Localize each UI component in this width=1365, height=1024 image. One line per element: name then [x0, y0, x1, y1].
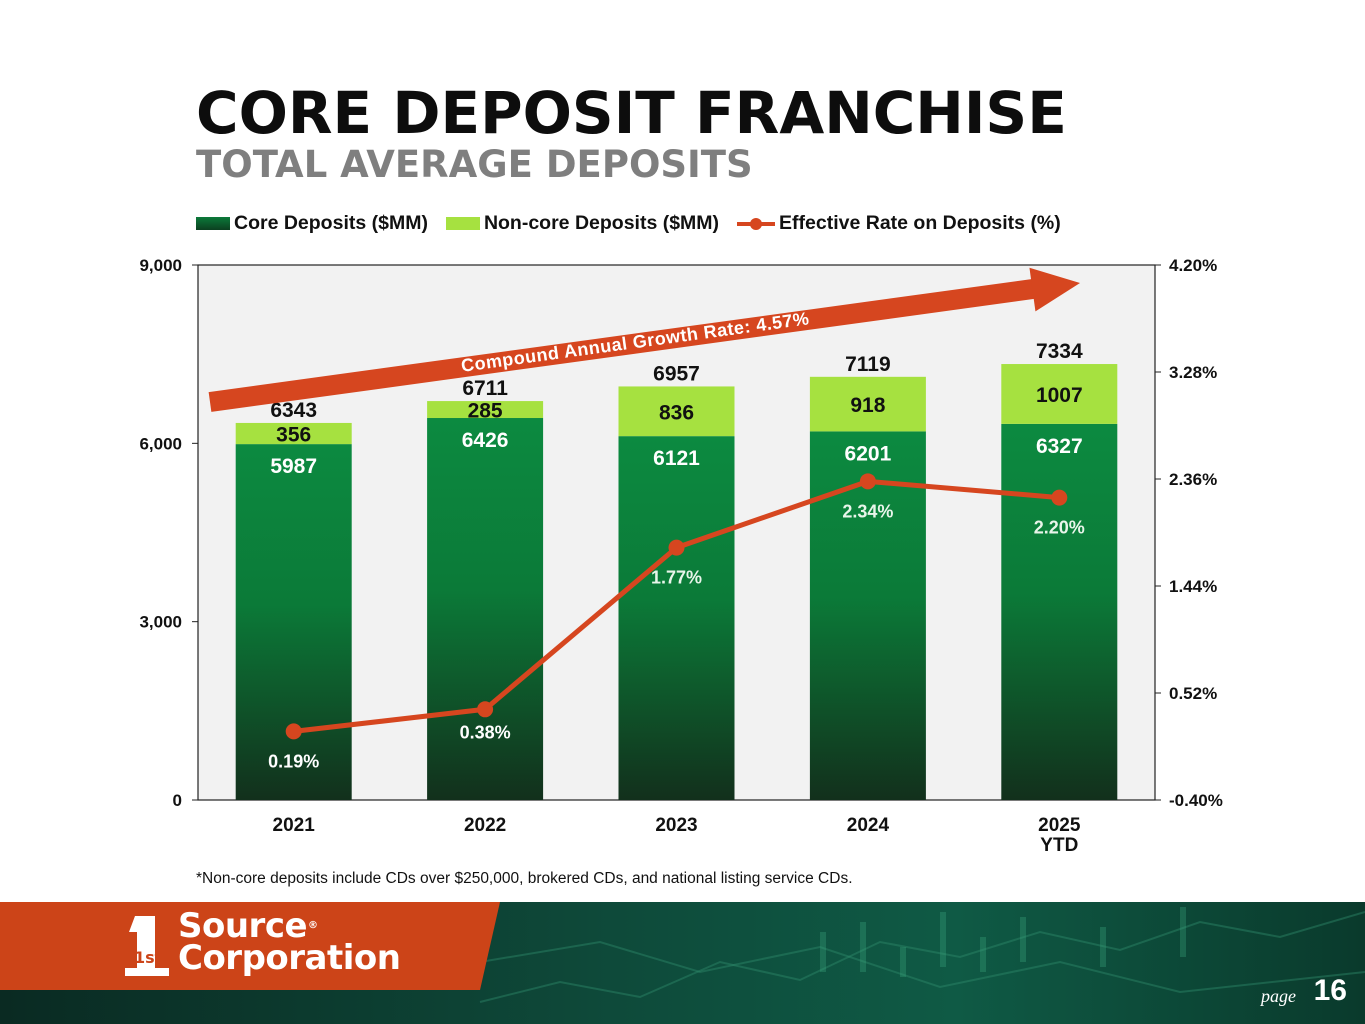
legend-item-noncore: Non-core Deposits ($MM): [445, 212, 720, 235]
legend-item-core: Core Deposits ($MM): [196, 212, 428, 235]
data-label-total: 6957: [653, 362, 700, 385]
deposits-chart: 0 3,000 6,000 9,000 -0.40% 0.52% 1.44% 2.36% 3.2…: [139, 256, 1223, 856]
page-number: 16: [1313, 974, 1347, 1007]
x-axis-label: 2025: [1038, 815, 1081, 836]
bar-core-2023: [618, 436, 735, 800]
data-label-core: 6426: [462, 429, 509, 452]
data-label-noncore: 918: [850, 394, 885, 417]
right-axis-tick-label: 3.28%: [1169, 363, 1217, 382]
bar-core-2021: [235, 444, 352, 800]
data-label-total: 6343: [270, 399, 317, 422]
data-label-noncore: 836: [659, 401, 694, 424]
left-axis-tick-label: 0: [173, 791, 182, 810]
right-axis-tick-label: -0.40%: [1169, 791, 1223, 810]
bar-noncore-2022: [427, 401, 544, 419]
rate-data-label: 2.34%: [842, 501, 893, 521]
rate-point: [285, 723, 302, 740]
data-label-total: 7119: [845, 353, 891, 376]
bar-noncore-2023: [618, 386, 735, 437]
data-label-noncore: 1007: [1036, 384, 1083, 407]
page-label: page: [1261, 986, 1296, 1006]
footer-banner: 1st Source® Corporation: [0, 902, 1365, 1024]
bar-noncore-2021: [235, 422, 352, 445]
registered-icon: ®: [308, 920, 318, 931]
brand-mark-text: 1st: [134, 948, 163, 967]
rate-point: [668, 539, 685, 556]
data-label-core: 6327: [1036, 435, 1083, 458]
right-axis-tick-label: 1.44%: [1169, 577, 1217, 596]
footnote: *Non-core deposits include CDs over $250…: [196, 870, 853, 887]
footer-decoration: [479, 907, 1365, 1003]
bar-core-2022: [427, 418, 544, 800]
legend-swatch-core: [196, 217, 230, 230]
cagr-arrow-shaft: [208, 278, 1042, 412]
data-label-core: 6121: [653, 447, 700, 470]
bar-core-2025 YTD: [1001, 423, 1118, 800]
x-axis-label: 2021: [273, 815, 316, 836]
rate-point: [859, 473, 876, 490]
page-subtitle: TOTAL AVERAGE DEPOSITS: [196, 143, 753, 186]
cagr-arrow-head: [1029, 267, 1080, 312]
data-label-noncore: 285: [468, 400, 503, 423]
page-title: CORE DEPOSIT FRANCHISE: [196, 79, 1067, 147]
rate-data-label: 1.77%: [651, 568, 702, 588]
bar-noncore-2025 YTD: [1001, 364, 1118, 424]
data-label-core: 6201: [845, 442, 892, 465]
x-axis-label: YTD: [1040, 835, 1078, 856]
left-axis-tick-label: 3,000: [139, 613, 182, 632]
legend-label-noncore: Non-core Deposits ($MM): [483, 212, 720, 234]
right-axis-tick-label: 4.20%: [1169, 256, 1217, 275]
rate-data-label: 2.20%: [1034, 518, 1085, 538]
legend-swatch-rate: [737, 217, 776, 230]
left-axis-tick-label: 9,000: [139, 256, 182, 275]
legend-label-rate: Effective Rate on Deposits (%): [779, 212, 1061, 234]
legend-swatch-noncore: [445, 217, 480, 230]
brand-line-2: Corporation: [178, 938, 401, 978]
rate-data-label: 0.19%: [268, 751, 319, 771]
data-label-total: 6711: [462, 377, 508, 400]
chart-legend: Core Deposits ($MM) Non-core Deposits ($…: [196, 212, 1079, 235]
rate-data-label: 0.38%: [460, 722, 511, 742]
rate-point: [477, 701, 494, 718]
brand-logo-icon: 1st: [125, 916, 169, 976]
brand-line-1: Source: [178, 906, 308, 946]
right-axis-tick-label: 2.36%: [1169, 470, 1217, 489]
data-label-total: 7334: [1036, 340, 1083, 363]
left-axis-tick-label: 6,000: [139, 434, 182, 453]
data-label-noncore: 356: [276, 424, 311, 447]
data-label-core: 5987: [270, 455, 317, 478]
x-axis-label: 2024: [847, 815, 890, 836]
brand-name: Source® Corporation: [178, 909, 401, 978]
brand-block: [0, 902, 500, 990]
right-axis-tick-label: 0.52%: [1169, 684, 1217, 703]
x-axis-label: 2022: [464, 815, 506, 836]
rate-point: [1051, 489, 1068, 506]
legend-label-core: Core Deposits ($MM): [234, 212, 428, 234]
x-axis-label: 2023: [655, 815, 697, 836]
legend-item-rate: Effective Rate on Deposits (%): [737, 212, 1061, 235]
bar-noncore-2024: [809, 376, 926, 432]
